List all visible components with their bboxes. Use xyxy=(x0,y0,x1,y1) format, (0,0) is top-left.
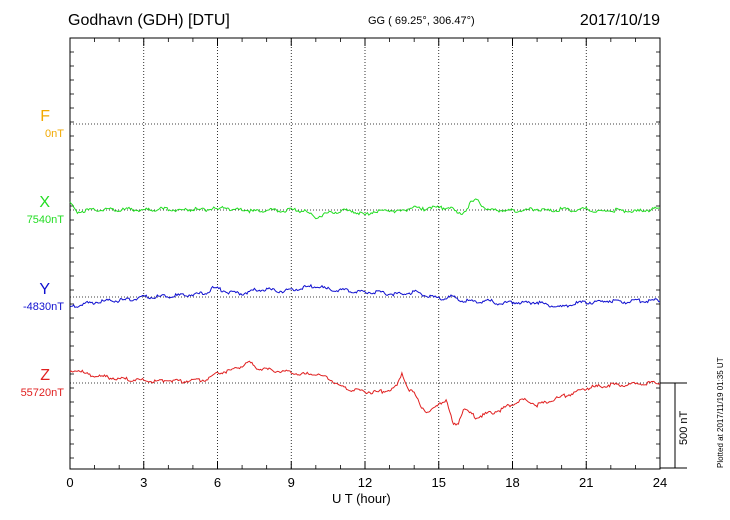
component-letter-y: Y xyxy=(39,281,50,298)
x-tick-label-3: 3 xyxy=(140,475,147,490)
x-tick-label-15: 15 xyxy=(432,475,446,490)
x-tick-label-12: 12 xyxy=(358,475,372,490)
component-baseline-x: 7540nT xyxy=(26,214,64,226)
x-tick-label-21: 21 xyxy=(579,475,593,490)
component-letter-z: Z xyxy=(40,367,50,384)
chart-title: Godhavn (GDH) [DTU] xyxy=(68,12,230,29)
x-axis-label: U T (hour) xyxy=(332,491,391,506)
x-tick-label-6: 6 xyxy=(214,475,221,490)
chart-date: 2017/10/19 xyxy=(579,12,660,29)
x-tick-label-9: 9 xyxy=(288,475,295,490)
plotted-timestamp: Plotted at 2017/11/19 01:35 UT xyxy=(716,357,725,468)
x-tick-label-0: 0 xyxy=(66,475,73,490)
scale-bar-label: 500 nT xyxy=(678,410,690,445)
series-line-z xyxy=(69,360,661,426)
component-letter-f: F xyxy=(40,108,50,125)
component-letter-x: X xyxy=(39,194,50,211)
x-tick-label-24: 24 xyxy=(653,475,667,490)
component-baseline-y: -4830nT xyxy=(23,301,64,313)
series-line-y xyxy=(69,283,661,309)
station-coordinates: GG ( 69.25°, 306.47°) xyxy=(368,15,475,27)
component-baseline-z: 55720nT xyxy=(20,387,64,399)
series-line-x xyxy=(69,198,661,220)
component-baseline-f: 0nT xyxy=(45,128,64,140)
x-tick-label-18: 18 xyxy=(505,475,519,490)
